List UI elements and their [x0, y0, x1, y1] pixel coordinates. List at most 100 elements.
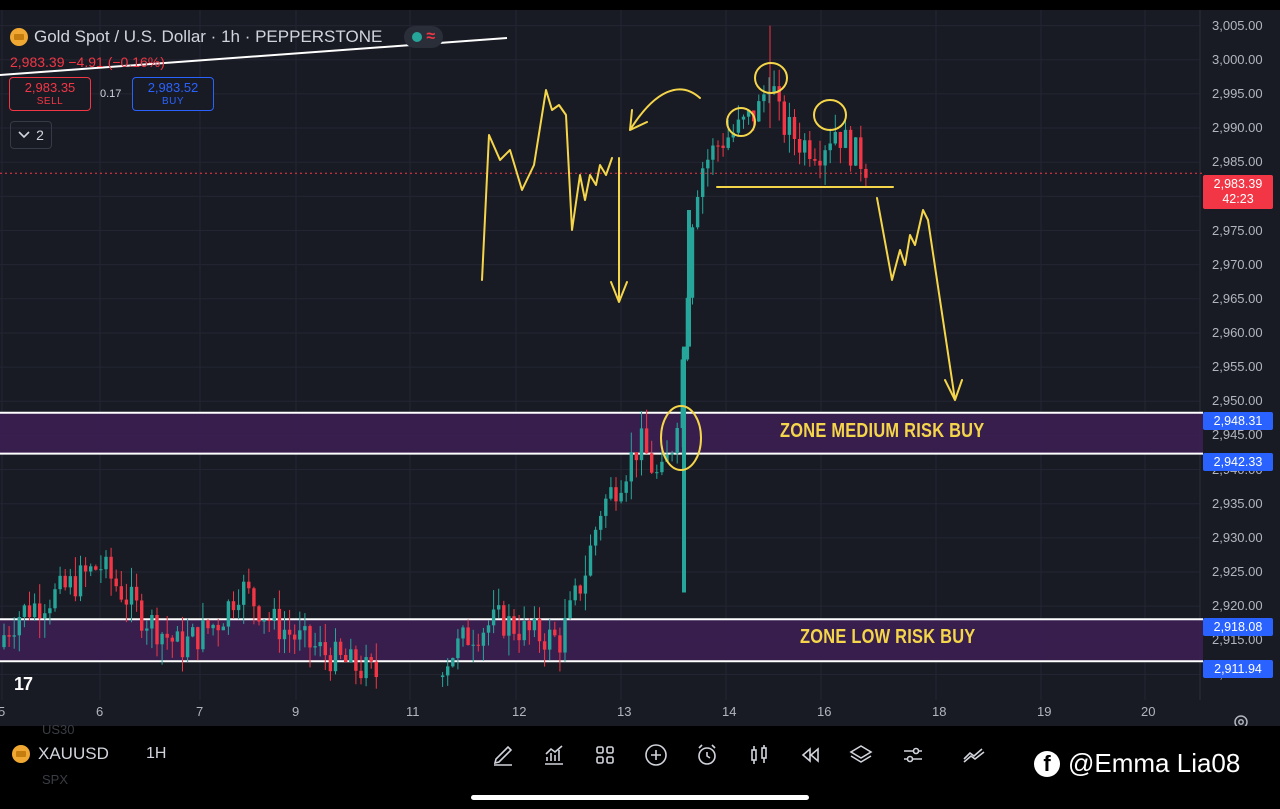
home-indicator[interactable] — [471, 795, 809, 800]
candle-body — [650, 453, 654, 473]
price-axis-label: 2,935.00 — [1212, 495, 1263, 511]
candle-body — [461, 627, 465, 639]
chart-area[interactable]: Gold Spot / U.S. Dollar · 1h · PEPPERSTO… — [0, 10, 1280, 729]
indicators-toggle-button[interactable]: 2 — [10, 121, 52, 149]
layers-icon[interactable] — [846, 740, 876, 770]
candle-body — [134, 586, 139, 601]
candle-body — [440, 675, 445, 678]
candle-body — [578, 585, 582, 594]
facebook-icon: f — [1034, 750, 1060, 777]
zone-low-label: ZONE LOW RISK BUY — [800, 626, 976, 648]
bar-countdown: 42:23 — [1222, 192, 1254, 206]
time-axis-label: 18 — [932, 704, 947, 719]
price-chart[interactable] — [0, 10, 1280, 726]
gold-coin-icon — [10, 28, 28, 46]
symbol-title[interactable]: Gold Spot / U.S. Dollar · 1h · PEPPERSTO… — [34, 27, 383, 46]
buy-button[interactable]: 2,983.52 BUY — [132, 77, 214, 111]
candle-body — [38, 603, 42, 619]
candle-body — [303, 626, 307, 631]
candle-body — [507, 616, 511, 636]
candle-body — [731, 132, 735, 138]
candle-body — [451, 658, 455, 667]
time-axis-label: 12 — [512, 704, 527, 719]
candle-body — [196, 627, 200, 650]
right-shoulder-circle — [813, 99, 847, 131]
candle-body — [170, 637, 174, 642]
candle-body — [89, 566, 93, 572]
candle-body — [624, 481, 628, 493]
add-icon[interactable] — [641, 740, 671, 770]
market-status-pill[interactable]: ≈ — [404, 26, 444, 48]
candle-body — [527, 620, 531, 631]
candle-body — [629, 452, 633, 482]
candle-body — [114, 578, 118, 587]
projected-path — [876, 197, 963, 401]
candle-body — [155, 615, 159, 645]
buy-zones — [0, 411, 1203, 663]
candle-body — [583, 575, 588, 594]
candle-body — [53, 589, 57, 609]
spike-candle — [687, 210, 691, 347]
candle-body — [848, 129, 853, 166]
zone-medium — [0, 412, 1203, 454]
candle-body — [308, 626, 312, 648]
settings-sliders-icon[interactable] — [898, 740, 928, 770]
price-axis-label: 2,970.00 — [1212, 256, 1263, 272]
price-axis-label: 2,950.00 — [1212, 393, 1263, 409]
candle-type-icon[interactable] — [744, 740, 774, 770]
candle-body — [247, 581, 251, 589]
candle-body — [226, 601, 231, 627]
symbol-selector[interactable]: XAUUSD — [12, 744, 109, 764]
chart-header[interactable]: Gold Spot / U.S. Dollar · 1h · PEPPERSTO… — [10, 26, 444, 48]
compare-icon[interactable] — [959, 740, 989, 770]
candle-body — [456, 638, 460, 659]
candle-body — [359, 670, 363, 679]
time-axis-label: 9 — [292, 704, 300, 719]
candle-body — [588, 545, 593, 576]
down-arrow-left — [610, 157, 628, 303]
candle-body — [328, 655, 333, 672]
head-circle — [754, 62, 788, 94]
candle-body — [486, 625, 491, 633]
candles — [0, 25, 1203, 689]
candle-body — [593, 529, 598, 546]
candle-body — [833, 131, 837, 144]
candle-body — [614, 487, 618, 502]
candle-body — [665, 454, 669, 462]
candle-body — [792, 116, 797, 140]
candle-body — [604, 498, 608, 516]
candle-body — [532, 618, 537, 631]
candle-body — [22, 605, 27, 617]
timeframe-selector[interactable]: 1H — [146, 745, 167, 762]
price-axis-label: 2,920.00 — [1212, 598, 1263, 614]
watermark-text: @Emma Lia08 — [1068, 748, 1241, 778]
candle-body — [803, 140, 807, 153]
breakout-circle — [660, 405, 702, 471]
candle-body — [94, 566, 98, 570]
candle-body — [63, 575, 67, 588]
candle-body — [542, 641, 547, 650]
candle-body — [777, 86, 781, 102]
candle-body — [354, 649, 358, 671]
price-axis-label: 2,960.00 — [1212, 324, 1263, 340]
candle-body — [206, 620, 210, 629]
candle-body — [364, 657, 368, 679]
candle-body — [797, 139, 802, 153]
brush-icon[interactable] — [488, 740, 518, 770]
sell-button[interactable]: 2,983.35 SELL — [9, 77, 91, 111]
candle-body — [599, 515, 603, 530]
alert-icon[interactable] — [692, 740, 722, 770]
candle-body — [568, 600, 572, 618]
replay-icon[interactable] — [795, 740, 825, 770]
templates-icon[interactable] — [590, 740, 620, 770]
candle-body — [772, 86, 776, 94]
indicators-icon[interactable] — [539, 740, 569, 770]
candle-body — [78, 565, 83, 597]
time-axis-label: 13 — [617, 704, 632, 719]
candle-body — [762, 94, 766, 102]
time-axis-label: 5 — [0, 704, 6, 719]
drawn-path-left — [481, 89, 613, 281]
candle-body — [374, 661, 378, 678]
tradingview-logo: 17 — [14, 674, 33, 694]
time-axis-label: 14 — [722, 704, 737, 719]
